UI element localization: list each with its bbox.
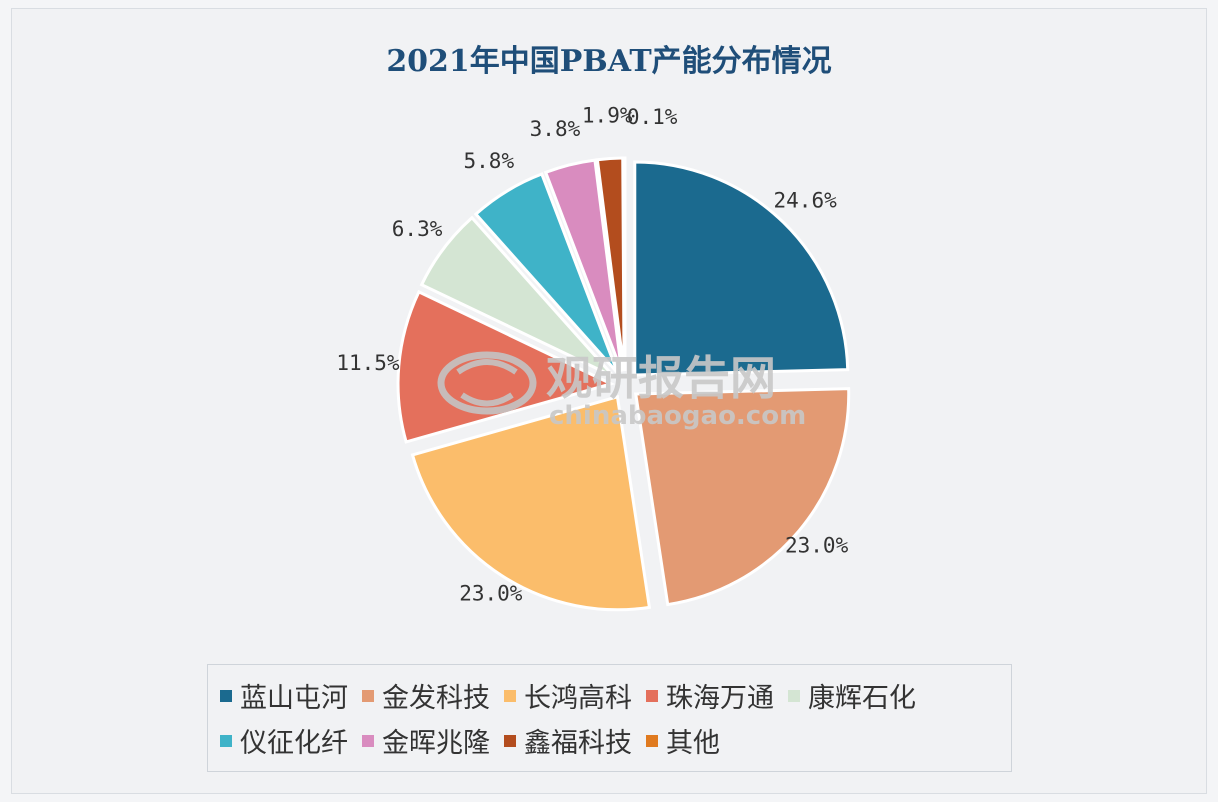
legend-swatch	[220, 734, 232, 747]
legend-label: 仪征化纤	[240, 728, 348, 759]
chart-title: 2021年中国PBAT产能分布情况	[386, 44, 832, 79]
legend-label: 鑫福科技	[524, 728, 632, 759]
data-label: 23.0%	[459, 582, 523, 606]
legend-swatch	[220, 689, 232, 702]
watermark: 观研报告网 chinabaogao.com	[437, 351, 806, 431]
data-label: 5.8%	[464, 149, 515, 173]
legend-label: 康辉石化	[808, 683, 916, 714]
legend: 蓝山屯河 金发科技 长鸿高科 珠海万通 康辉石化 仪征化纤 金晖兆隆 鑫福科技 其他	[207, 664, 1012, 772]
legend-item: 长鸿高科	[504, 676, 632, 715]
pie-slice	[622, 156, 627, 372]
data-label: 24.6%	[774, 188, 838, 212]
pie-slice	[419, 215, 615, 378]
legend-swatch	[362, 689, 374, 702]
data-label: 3.8%	[530, 117, 581, 141]
pie-slice	[633, 160, 850, 377]
legend-swatch	[646, 689, 658, 702]
legend-row: 仪征化纤 金晖兆隆 鑫福科技 其他	[220, 718, 1001, 763]
pie-slice	[633, 387, 851, 607]
data-label: 6.3%	[392, 217, 443, 241]
legend-swatch	[788, 689, 800, 702]
legend-label: 金发科技	[382, 683, 490, 714]
legend-item: 康辉石化	[788, 676, 916, 715]
legend-swatch	[646, 734, 658, 747]
legend-swatch	[362, 734, 374, 747]
legend-label: 珠海万通	[666, 683, 774, 714]
watermark-logo-icon	[437, 351, 537, 415]
legend-row: 蓝山屯河 金发科技 长鸿高科 珠海万通 康辉石化	[220, 673, 1001, 718]
legend-item: 金晖兆隆	[362, 721, 490, 760]
pie-slice	[543, 158, 624, 372]
legend-item: 鑫福科技	[504, 721, 632, 760]
legend-item: 珠海万通	[646, 676, 774, 715]
legend-item: 金发科技	[362, 676, 490, 715]
data-label: 11.5%	[336, 351, 400, 375]
legend-label: 其他	[666, 728, 720, 759]
data-label: 23.0%	[785, 534, 849, 558]
legend-label: 长鸿高科	[524, 683, 632, 714]
pie-slice	[473, 172, 620, 375]
legend-item: 蓝山屯河	[220, 676, 348, 715]
pie-slice	[410, 394, 652, 612]
legend-item: 仪征化纤	[220, 721, 348, 760]
data-label: 1.9%	[582, 104, 633, 128]
legend-swatch	[504, 734, 516, 747]
watermark-text: 观研报告网	[546, 351, 776, 405]
watermark-subtext: chinabaogao.com	[549, 401, 806, 431]
legend-swatch	[504, 689, 516, 702]
legend-label: 蓝山屯河	[240, 683, 348, 714]
legend-label: 金晖兆隆	[382, 728, 490, 759]
data-label: 0.1%	[627, 105, 678, 129]
legend-item: 其他	[646, 721, 720, 760]
